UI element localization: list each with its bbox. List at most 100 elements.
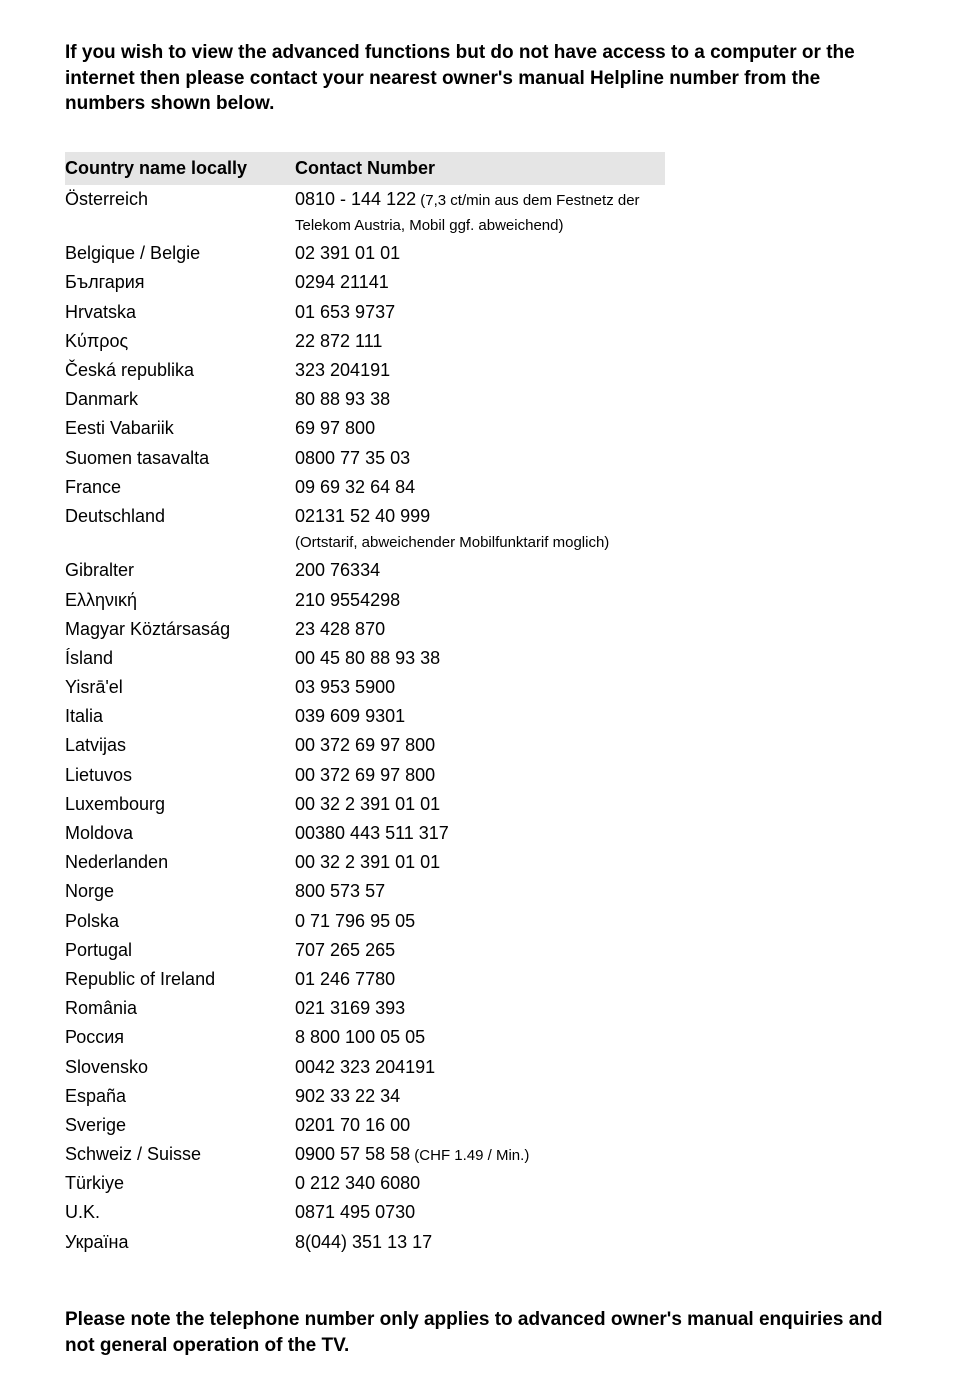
table-row: Schweiz / Suisse0900 57 58 58 (CHF 1.49 … bbox=[65, 1140, 665, 1169]
table-row: Lietuvos00 372 69 97 800 bbox=[65, 761, 665, 790]
contact-cell: 80 88 93 38 bbox=[295, 385, 665, 414]
country-cell: Republic of Ireland bbox=[65, 965, 295, 994]
contact-number: 0294 21141 bbox=[295, 272, 389, 292]
contact-cell: 200 76334 bbox=[295, 556, 665, 585]
table-row: Eesti Vabariik69 97 800 bbox=[65, 414, 665, 443]
country-cell: Türkiye bbox=[65, 1169, 295, 1198]
table-row: Ísland00 45 80 88 93 38 bbox=[65, 644, 665, 673]
helpline-table: Country name locally Contact Number Öste… bbox=[65, 152, 665, 1257]
contact-cell: 0294 21141 bbox=[295, 268, 665, 297]
contact-number: 0810 - 144 122 bbox=[295, 189, 416, 209]
contact-number: 01 653 9737 bbox=[295, 302, 395, 322]
contact-cell: 0871 495 0730 bbox=[295, 1198, 665, 1227]
contact-number: 8 800 100 05 05 bbox=[295, 1027, 425, 1047]
country-cell: Česká republika bbox=[65, 356, 295, 385]
contact-cell: 69 97 800 bbox=[295, 414, 665, 443]
contact-cell: 8(044) 351 13 17 bbox=[295, 1228, 665, 1257]
country-cell: Latvijas bbox=[65, 731, 295, 760]
contact-number: 021 3169 393 bbox=[295, 998, 405, 1018]
table-row: Россия8 800 100 05 05 bbox=[65, 1023, 665, 1052]
table-row: Yisrā'el03 953 5900 bbox=[65, 673, 665, 702]
country-cell: France bbox=[65, 473, 295, 502]
contact-cell: 0 212 340 6080 bbox=[295, 1169, 665, 1198]
table-row: Suomen tasavalta0800 77 35 03 bbox=[65, 444, 665, 473]
contact-cell: 00 372 69 97 800 bbox=[295, 761, 665, 790]
contact-cell: 902 33 22 34 bbox=[295, 1082, 665, 1111]
contact-number: 323 204191 bbox=[295, 360, 390, 380]
table-row: Hrvatska01 653 9737 bbox=[65, 298, 665, 327]
country-cell: България bbox=[65, 268, 295, 297]
table-row: Magyar Köztársaság23 428 870 bbox=[65, 615, 665, 644]
contact-number: 0871 495 0730 bbox=[295, 1202, 415, 1222]
contact-cell: 021 3169 393 bbox=[295, 994, 665, 1023]
country-cell: Österreich bbox=[65, 185, 295, 239]
contact-cell: 210 9554298 bbox=[295, 586, 665, 615]
contact-number: 0900 57 58 58 bbox=[295, 1144, 410, 1164]
country-cell: Ελληνική bbox=[65, 586, 295, 615]
contact-number: 0042 323 204191 bbox=[295, 1057, 435, 1077]
table-row: France09 69 32 64 84 bbox=[65, 473, 665, 502]
table-row: Danmark80 88 93 38 bbox=[65, 385, 665, 414]
country-cell: Россия bbox=[65, 1023, 295, 1052]
contact-number: 00 372 69 97 800 bbox=[295, 735, 435, 755]
country-cell: Polska bbox=[65, 907, 295, 936]
country-cell: România bbox=[65, 994, 295, 1023]
table-row: România021 3169 393 bbox=[65, 994, 665, 1023]
intro-paragraph: If you wish to view the advanced functio… bbox=[65, 40, 889, 117]
table-row: Portugal707 265 265 bbox=[65, 936, 665, 965]
country-cell: España bbox=[65, 1082, 295, 1111]
country-cell: Italia bbox=[65, 702, 295, 731]
table-row: Česká republika323 204191 bbox=[65, 356, 665, 385]
contact-number: 039 609 9301 bbox=[295, 706, 405, 726]
table-row: Türkiye0 212 340 6080 bbox=[65, 1169, 665, 1198]
country-cell: Norge bbox=[65, 877, 295, 906]
contact-number: 09 69 32 64 84 bbox=[295, 477, 415, 497]
country-cell: Hrvatska bbox=[65, 298, 295, 327]
country-cell: Lietuvos bbox=[65, 761, 295, 790]
contact-number: 00 45 80 88 93 38 bbox=[295, 648, 440, 668]
contact-cell: 0201 70 16 00 bbox=[295, 1111, 665, 1140]
contact-cell: 00 45 80 88 93 38 bbox=[295, 644, 665, 673]
contact-number: 707 265 265 bbox=[295, 940, 395, 960]
contact-number: 00380 443 511 317 bbox=[295, 823, 449, 843]
country-cell: Luxembourg bbox=[65, 790, 295, 819]
contact-cell: 0800 77 35 03 bbox=[295, 444, 665, 473]
table-row: Norge800 573 57 bbox=[65, 877, 665, 906]
contact-number: 210 9554298 bbox=[295, 590, 400, 610]
country-cell: Nederlanden bbox=[65, 848, 295, 877]
contact-cell: 0810 - 144 122 (7,3 ct/min aus dem Festn… bbox=[295, 185, 665, 239]
contact-number: 00 372 69 97 800 bbox=[295, 765, 435, 785]
contact-number: 902 33 22 34 bbox=[295, 1086, 400, 1106]
contact-cell: 01 653 9737 bbox=[295, 298, 665, 327]
contact-number: 01 246 7780 bbox=[295, 969, 395, 989]
table-body: Österreich0810 - 144 122 (7,3 ct/min aus… bbox=[65, 185, 665, 1257]
table-row: Україна8(044) 351 13 17 bbox=[65, 1228, 665, 1257]
country-cell: Κύπρος bbox=[65, 327, 295, 356]
contact-cell: 8 800 100 05 05 bbox=[295, 1023, 665, 1052]
contact-number: 00 32 2 391 01 01 bbox=[295, 794, 440, 814]
contact-cell: 00 32 2 391 01 01 bbox=[295, 790, 665, 819]
outro-paragraph: Please note the telephone number only ap… bbox=[65, 1307, 889, 1358]
contact-cell: 09 69 32 64 84 bbox=[295, 473, 665, 502]
contact-cell: 0900 57 58 58 (CHF 1.49 / Min.) bbox=[295, 1140, 665, 1169]
contact-cell: 707 265 265 bbox=[295, 936, 665, 965]
country-cell: Yisrā'el bbox=[65, 673, 295, 702]
contact-cell: 00 372 69 97 800 bbox=[295, 731, 665, 760]
country-cell: Moldova bbox=[65, 819, 295, 848]
contact-cell: 800 573 57 bbox=[295, 877, 665, 906]
table-row: Gibralter200 76334 bbox=[65, 556, 665, 585]
table-row: Belgique / Belgie02 391 01 01 bbox=[65, 239, 665, 268]
contact-number: 02 391 01 01 bbox=[295, 243, 400, 263]
contact-cell: 323 204191 bbox=[295, 356, 665, 385]
contact-number: 02131 52 40 999 bbox=[295, 506, 430, 526]
contact-cell: 01 246 7780 bbox=[295, 965, 665, 994]
country-cell: U.K. bbox=[65, 1198, 295, 1227]
country-cell: Danmark bbox=[65, 385, 295, 414]
contact-number: 800 573 57 bbox=[295, 881, 385, 901]
table-row: Luxembourg00 32 2 391 01 01 bbox=[65, 790, 665, 819]
contact-cell: 22 872 111 bbox=[295, 327, 665, 356]
country-cell: Belgique / Belgie bbox=[65, 239, 295, 268]
contact-number: 80 88 93 38 bbox=[295, 389, 390, 409]
contact-cell: 0 71 796 95 05 bbox=[295, 907, 665, 936]
country-cell: Sverige bbox=[65, 1111, 295, 1140]
